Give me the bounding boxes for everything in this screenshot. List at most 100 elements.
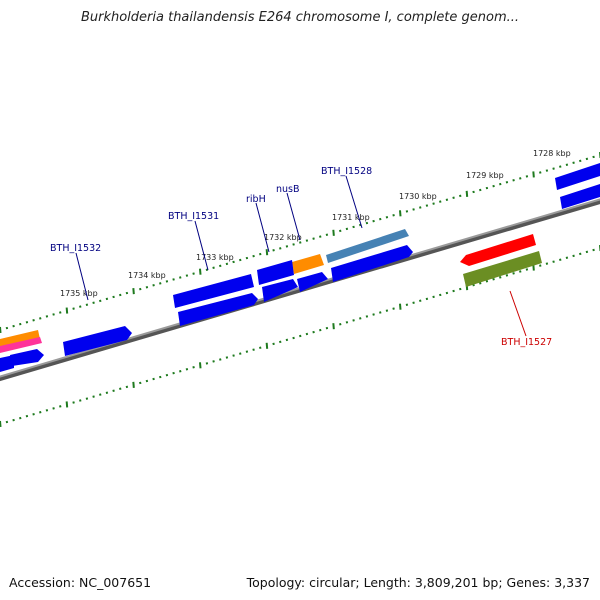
minor-tick xyxy=(505,180,509,184)
minor-tick xyxy=(239,352,242,355)
gene-feature-pink[interactable] xyxy=(0,337,42,353)
minor-tick xyxy=(152,284,155,287)
minor-tick xyxy=(152,377,155,381)
gene-feature[interactable] xyxy=(331,245,413,282)
gene-feature[interactable] xyxy=(173,274,254,308)
kbp-label-1732: 1732 kbp xyxy=(264,233,302,242)
minor-tick xyxy=(32,319,35,322)
minor-tick xyxy=(12,324,15,328)
minor-tick xyxy=(385,309,389,312)
minor-tick xyxy=(372,313,375,316)
minor-tick xyxy=(459,194,462,198)
gene-feature[interactable] xyxy=(63,326,132,356)
minor-tick xyxy=(205,268,209,271)
gene-feature[interactable] xyxy=(262,279,298,302)
gene-feature[interactable] xyxy=(555,163,600,190)
major-tick xyxy=(399,303,402,310)
tick-ring-lower xyxy=(0,245,600,428)
kbp-labels: 1728 kbp 1729 kbp 1730 kbp 1731 kbp 1732… xyxy=(60,149,571,298)
major-tick xyxy=(399,210,402,217)
minor-tick xyxy=(372,219,375,223)
minor-tick xyxy=(32,412,35,416)
gene-label-nusb[interactable]: nusB xyxy=(276,184,300,195)
minor-tick xyxy=(159,375,162,379)
minor-tick xyxy=(165,280,169,283)
minor-tick xyxy=(585,157,589,161)
minor-tick xyxy=(239,258,242,262)
major-tick xyxy=(199,362,202,369)
minor-tick xyxy=(432,202,435,205)
minor-tick xyxy=(365,315,369,318)
minor-tick xyxy=(512,272,515,275)
minor-tick xyxy=(219,264,222,268)
minor-tick xyxy=(425,204,429,207)
gene-feature[interactable] xyxy=(10,349,44,366)
gene-feature-steelblue[interactable] xyxy=(326,229,409,263)
major-tick xyxy=(199,268,202,275)
minor-tick xyxy=(192,272,195,275)
minor-tick xyxy=(325,233,329,236)
leader-lines xyxy=(75,175,527,337)
minor-tick xyxy=(312,237,315,240)
gene-feature[interactable] xyxy=(257,260,294,285)
minor-tick xyxy=(479,188,482,192)
minor-tick xyxy=(45,315,49,318)
genome-info-text: Topology: circular; Length: 3,809,201 bp… xyxy=(246,575,590,590)
minor-tick xyxy=(539,171,542,174)
minor-tick xyxy=(585,250,589,254)
gene-label-bth-i1531[interactable]: BTH_I1531 xyxy=(168,211,219,222)
minor-tick xyxy=(245,350,249,353)
minor-tick xyxy=(179,276,182,279)
gene-feature-olive[interactable] xyxy=(463,251,542,287)
minor-tick xyxy=(392,307,395,310)
minor-tick xyxy=(499,182,502,186)
major-tick xyxy=(532,171,535,178)
minor-tick xyxy=(499,276,502,279)
gene-label-ribh[interactable]: ribH xyxy=(246,194,266,205)
minor-tick xyxy=(565,163,569,166)
minor-tick xyxy=(319,328,322,332)
minor-tick xyxy=(565,256,569,260)
kbp-label-1730: 1730 kbp xyxy=(399,192,437,201)
minor-tick xyxy=(445,291,449,295)
minor-tick xyxy=(232,260,235,264)
minor-tick xyxy=(52,313,55,316)
minor-tick xyxy=(579,252,582,256)
minor-tick xyxy=(292,336,295,340)
minor-tick xyxy=(299,241,302,244)
major-tick xyxy=(265,342,269,349)
minor-tick xyxy=(125,291,129,295)
minor-tick xyxy=(232,354,235,357)
gene-feature[interactable] xyxy=(560,184,600,209)
minor-tick xyxy=(285,245,289,248)
minor-tick xyxy=(592,155,595,159)
gene-feature-red[interactable] xyxy=(460,234,536,266)
minor-tick xyxy=(225,356,229,359)
gene-feature-orange[interactable] xyxy=(292,254,324,274)
minor-tick xyxy=(539,264,542,267)
minor-tick xyxy=(512,179,515,182)
features xyxy=(0,163,600,372)
gene-label-bth-i1528[interactable]: BTH_I1528 xyxy=(321,166,372,177)
minor-tick xyxy=(312,330,315,334)
gene-label-bth-i1532[interactable]: BTH_I1532 xyxy=(50,243,101,254)
gene-label-bth-i1527[interactable]: BTH_I1527 xyxy=(501,337,552,348)
minor-tick xyxy=(92,301,95,305)
minor-tick xyxy=(412,301,415,304)
minor-tick xyxy=(299,334,302,338)
minor-tick xyxy=(459,287,462,291)
gene-feature[interactable] xyxy=(178,293,258,326)
minor-tick xyxy=(79,305,82,308)
minor-tick xyxy=(205,362,209,365)
minor-tick xyxy=(452,196,455,200)
major-tick xyxy=(0,326,2,334)
gene-feature-orange[interactable] xyxy=(0,330,40,348)
minor-tick xyxy=(405,210,409,213)
minor-tick xyxy=(559,258,562,261)
minor-tick xyxy=(339,229,342,233)
minor-tick xyxy=(105,391,109,394)
gene-feature[interactable] xyxy=(0,355,14,372)
gene-feature[interactable] xyxy=(297,272,328,292)
minor-tick xyxy=(592,248,595,252)
